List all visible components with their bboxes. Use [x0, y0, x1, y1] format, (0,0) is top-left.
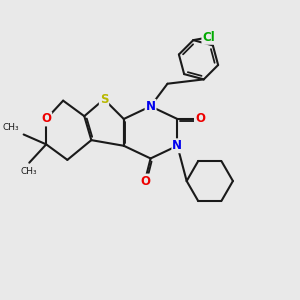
Text: O: O	[41, 112, 51, 125]
Text: CH₃: CH₃	[3, 123, 20, 132]
Text: O: O	[140, 175, 150, 188]
Text: CH₃: CH₃	[21, 167, 38, 176]
Text: S: S	[100, 93, 108, 106]
Text: O: O	[195, 112, 205, 125]
Text: N: N	[146, 100, 156, 113]
Text: Cl: Cl	[202, 31, 215, 44]
Text: N: N	[172, 139, 182, 152]
